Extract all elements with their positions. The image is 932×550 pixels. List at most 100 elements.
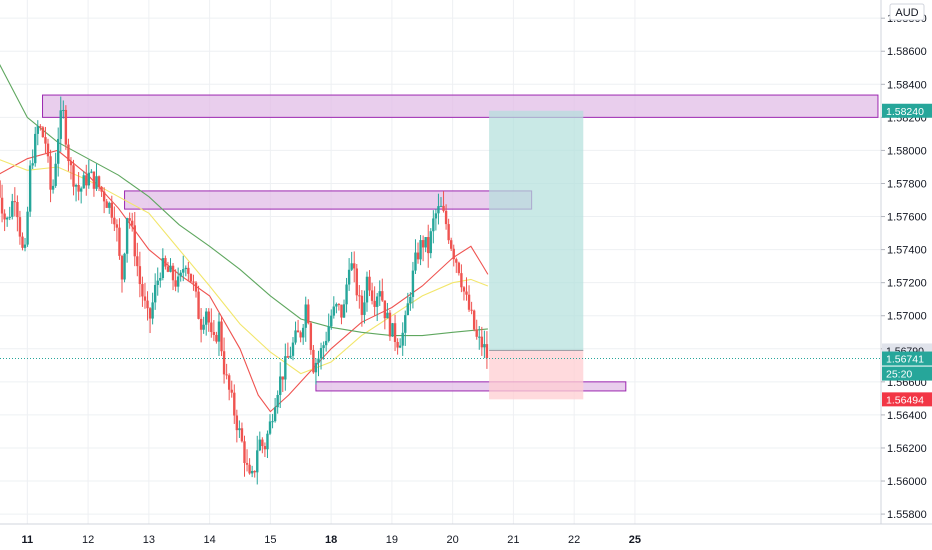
candle-body	[102, 191, 106, 202]
candle-body	[44, 137, 47, 144]
candle-body	[368, 276, 371, 291]
candle-body	[100, 186, 103, 192]
candle-body	[90, 171, 93, 173]
candle-body	[210, 322, 213, 333]
time-axis[interactable]: 11 12 13 14 15 18 19 20 21 22 25	[22, 534, 642, 546]
candle-body	[276, 394, 279, 408]
candle-body	[457, 262, 461, 274]
candle-body	[123, 253, 126, 280]
time-tick-label: 14	[203, 534, 215, 546]
candle-body	[304, 304, 307, 328]
candle-body	[439, 205, 443, 207]
long-position-tool[interactable]	[489, 110, 584, 400]
price-tick-label: 1.58600	[887, 46, 927, 58]
candle-body	[261, 439, 264, 447]
candle-body	[184, 267, 187, 270]
candle-body	[416, 252, 420, 260]
candle-body	[0, 180, 1, 198]
candle-body	[67, 144, 70, 162]
candle-body	[301, 327, 305, 338]
candle-body	[238, 428, 241, 431]
candle-body	[54, 163, 57, 186]
candle-body	[85, 175, 88, 186]
candle-body	[299, 332, 302, 338]
candle-body	[69, 161, 73, 166]
candle-body	[324, 340, 328, 346]
candle-body	[353, 263, 356, 269]
time-tick-label: 25	[629, 534, 641, 546]
price-tick-label: 1.57000	[887, 311, 927, 323]
candle-body	[393, 323, 397, 342]
candles	[0, 96, 489, 485]
candle-body	[314, 362, 318, 373]
candle-body	[419, 240, 422, 260]
candle-body	[386, 312, 389, 319]
candle-body	[342, 304, 346, 318]
candle-body	[322, 345, 325, 349]
candle-body	[475, 329, 478, 337]
target-zone	[489, 110, 584, 351]
currency-badge[interactable]: AUD	[889, 3, 925, 21]
candle-body	[128, 218, 131, 221]
candle-body	[113, 217, 116, 225]
candle-body	[332, 306, 336, 316]
candle-body	[355, 268, 358, 296]
candle-body	[207, 311, 210, 323]
candle-body	[179, 272, 182, 277]
candle-body	[319, 348, 323, 359]
price-tick-label: 1.56000	[887, 476, 927, 488]
price-tick-label: 1.55800	[887, 509, 927, 521]
time-tick-label: 13	[143, 534, 155, 546]
candle-body	[176, 276, 180, 287]
candle-body	[92, 171, 96, 189]
candle-body	[125, 218, 129, 254]
candle-body	[225, 374, 228, 376]
candle-body	[406, 303, 410, 316]
candle-body	[396, 341, 399, 348]
candle-body	[378, 291, 381, 297]
candle-body	[202, 324, 205, 330]
candle-body	[337, 304, 341, 306]
candle-body	[427, 237, 430, 254]
candle-body	[39, 126, 42, 128]
currency-label: AUD	[895, 7, 918, 19]
candle-body	[483, 344, 486, 348]
price-tick-label: 1.57600	[887, 212, 927, 224]
candle-body	[381, 291, 384, 301]
candle-body	[49, 156, 52, 190]
supply-demand-zones[interactable]	[42, 94, 879, 392]
candle-body	[444, 210, 448, 225]
candle-body	[404, 315, 407, 333]
candle-body	[243, 441, 246, 464]
candle-body	[240, 428, 244, 442]
candle-body	[409, 296, 412, 304]
candle-body	[16, 201, 19, 218]
candle-body	[485, 344, 489, 359]
candle-body	[82, 175, 85, 189]
candle-body	[452, 248, 455, 260]
candle-body	[21, 236, 24, 248]
candle-body	[74, 184, 78, 187]
candle-body	[266, 433, 269, 450]
candle-body	[105, 201, 108, 208]
price-axis[interactable]: 1.588001.586001.584001.582001.580001.578…	[881, 13, 927, 521]
candle-body	[289, 355, 292, 358]
candle-body	[296, 330, 300, 333]
candle-body	[182, 269, 185, 273]
candle-body	[309, 323, 313, 350]
candle-body	[442, 205, 445, 211]
candle-body	[136, 256, 139, 267]
price-tag-label: 1.58240	[886, 106, 924, 118]
candle-body	[120, 255, 124, 280]
candle-body	[212, 332, 216, 335]
price-tag-bg	[882, 103, 932, 118]
candle-body	[161, 258, 165, 278]
candle-body	[138, 266, 142, 285]
candle-body	[159, 277, 162, 281]
candle-body	[110, 202, 113, 218]
candle-body	[171, 265, 175, 281]
candle-body	[41, 127, 45, 138]
candle-body	[317, 358, 320, 363]
